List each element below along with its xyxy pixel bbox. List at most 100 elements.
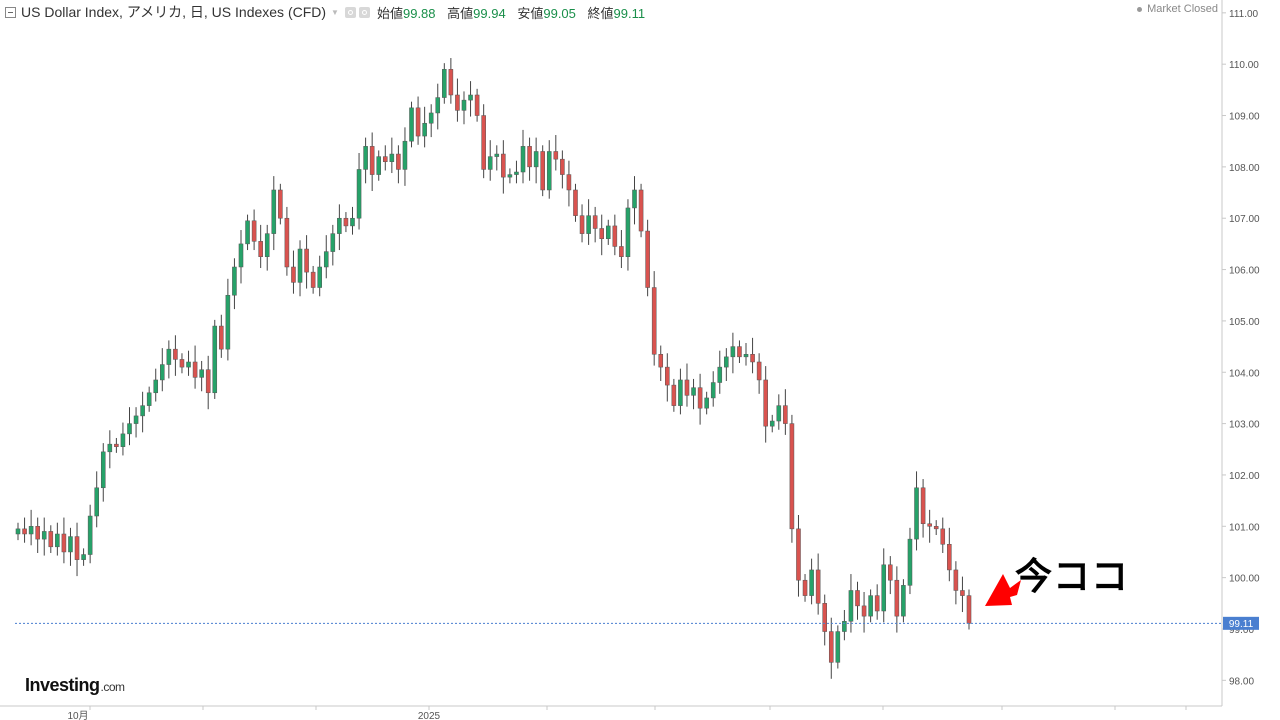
candle-up bbox=[704, 397, 709, 409]
candle-down bbox=[599, 228, 605, 240]
candle-up bbox=[632, 189, 637, 209]
close-label: 終値 bbox=[587, 5, 614, 21]
candle-up bbox=[914, 487, 919, 540]
candle-down bbox=[22, 528, 27, 535]
investing-logo: Investing.com bbox=[25, 675, 125, 696]
candle-down bbox=[343, 217, 349, 227]
candle-up bbox=[15, 528, 21, 535]
candle-down bbox=[74, 536, 80, 560]
candle-down bbox=[920, 487, 926, 524]
candle-up bbox=[323, 251, 329, 268]
candle-up bbox=[809, 569, 814, 596]
logo-main: Investing bbox=[25, 675, 100, 695]
y-tick-label: 101.00 bbox=[1229, 522, 1260, 533]
candle-down bbox=[205, 369, 211, 394]
low-value: 99.05 bbox=[543, 5, 576, 21]
high-label: 高値 bbox=[447, 5, 474, 21]
candle-up bbox=[166, 348, 172, 365]
candle-up bbox=[212, 325, 218, 394]
candle-down bbox=[796, 528, 801, 581]
candle-down bbox=[553, 151, 559, 160]
candle-up bbox=[94, 487, 99, 517]
last-price-label: 99.11 bbox=[1229, 619, 1254, 630]
candle-down bbox=[671, 384, 677, 406]
candle-up bbox=[317, 266, 322, 288]
candle-down bbox=[48, 531, 54, 548]
y-tick-label: 108.00 bbox=[1229, 163, 1260, 174]
candle-up bbox=[402, 140, 408, 170]
candle-up bbox=[337, 217, 342, 234]
candle-up bbox=[546, 151, 552, 191]
candle-up bbox=[533, 151, 539, 168]
y-tick-label: 98.00 bbox=[1229, 676, 1254, 687]
candle-up bbox=[127, 423, 132, 435]
candle-up bbox=[41, 531, 47, 540]
candle-down bbox=[560, 158, 565, 175]
instrument-title[interactable]: US Dollar Index, アメリカ, 日, US Indexes (CF… bbox=[21, 4, 327, 20]
open-value: 99.88 bbox=[402, 5, 436, 21]
candle-down bbox=[966, 595, 972, 624]
candle-down bbox=[192, 361, 198, 378]
candle-up bbox=[146, 392, 152, 406]
candle-up bbox=[186, 361, 191, 368]
candlestick-series bbox=[15, 58, 972, 679]
candle-down bbox=[874, 595, 880, 612]
candle-down bbox=[579, 215, 585, 234]
candle-up bbox=[435, 97, 441, 114]
candle-up bbox=[422, 122, 427, 137]
candle-up bbox=[350, 217, 355, 227]
candle-up bbox=[691, 387, 696, 396]
candle-up bbox=[297, 248, 303, 283]
candle-up bbox=[271, 189, 277, 234]
candle-down bbox=[651, 287, 657, 355]
last-price-badge: 99.11 bbox=[1223, 616, 1259, 630]
candle-down bbox=[251, 220, 257, 242]
y-tick-label: 110.00 bbox=[1229, 60, 1259, 71]
candle-down bbox=[61, 533, 67, 553]
candle-up bbox=[81, 554, 86, 560]
candle-down bbox=[756, 361, 762, 381]
candle-down bbox=[573, 189, 578, 216]
candle-down bbox=[828, 631, 834, 663]
candle-down bbox=[947, 544, 952, 571]
candle-down bbox=[737, 346, 742, 358]
candle-up bbox=[461, 99, 467, 111]
candle-down bbox=[645, 230, 650, 288]
y-tick-label: 99.00 bbox=[1229, 625, 1254, 636]
candle-up bbox=[389, 153, 395, 162]
high-value: 99.94 bbox=[473, 5, 506, 21]
candle-down bbox=[933, 526, 939, 530]
candle-down bbox=[927, 523, 932, 527]
candle-up bbox=[586, 215, 591, 234]
candle-up bbox=[717, 366, 723, 383]
candle-down bbox=[278, 189, 283, 219]
collapse-icon[interactable] bbox=[5, 6, 16, 18]
candle-down bbox=[369, 146, 375, 175]
candle-down bbox=[658, 354, 664, 368]
price-axis: 98.00 99.00 100.00 101.00 102.00 103.00 104.00… bbox=[1222, 9, 1260, 687]
candle-down bbox=[35, 526, 40, 540]
y-tick-label: 104.00 bbox=[1229, 368, 1260, 379]
candle-up bbox=[428, 112, 434, 124]
candle-down bbox=[396, 153, 401, 170]
market-status: Market Closed bbox=[1137, 3, 1218, 15]
candle-up bbox=[409, 107, 414, 142]
candle-up bbox=[356, 169, 362, 219]
candle-up bbox=[100, 451, 106, 489]
candle-down bbox=[822, 603, 827, 632]
chevron-down-icon[interactable]: ▼ bbox=[331, 7, 339, 17]
visibility-icon[interactable] bbox=[344, 6, 356, 18]
open-label: 始値 bbox=[376, 5, 403, 21]
candle-up bbox=[494, 153, 500, 157]
candle-up bbox=[87, 515, 93, 555]
candle-up bbox=[487, 156, 493, 170]
candle-up bbox=[710, 382, 716, 399]
candle-down bbox=[310, 271, 316, 288]
candle-down bbox=[638, 189, 644, 232]
candle-down bbox=[455, 94, 460, 111]
candle-down bbox=[861, 605, 867, 617]
candle-down bbox=[684, 379, 690, 396]
candle-up bbox=[835, 631, 841, 663]
settings-icon[interactable] bbox=[358, 6, 370, 18]
